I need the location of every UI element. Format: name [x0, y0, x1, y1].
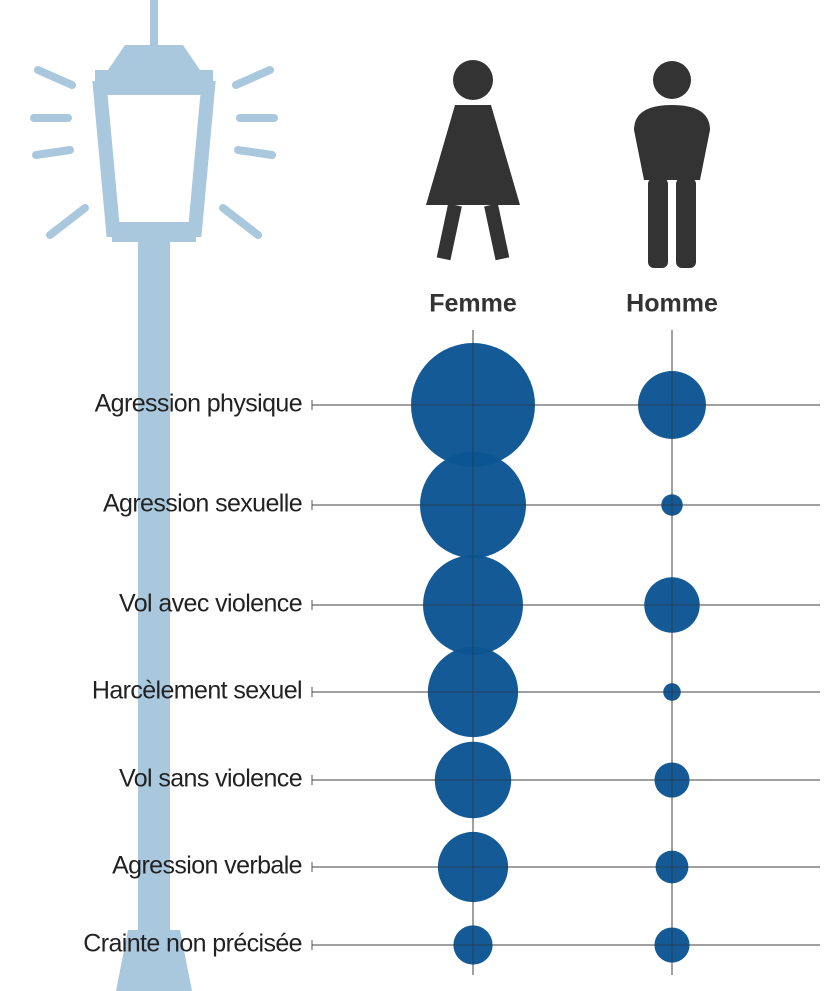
category-label: Vol avec violence	[119, 590, 302, 618]
category-label: Crainte non précisée	[83, 930, 302, 958]
category-label: Agression sexuelle	[103, 490, 302, 518]
category-label: Agression verbale	[112, 852, 302, 880]
column-header: Homme	[626, 290, 718, 318]
column-header: Femme	[429, 290, 517, 318]
category-label: Harcèlement sexuel	[92, 677, 302, 705]
category-label: Agression physique	[95, 390, 302, 418]
man-icon	[634, 61, 710, 268]
chart: Agression physique Agression sexuelle Vol …	[0, 0, 828, 991]
category-label: Vol sans violence	[119, 765, 302, 793]
woman-icon	[426, 60, 520, 260]
